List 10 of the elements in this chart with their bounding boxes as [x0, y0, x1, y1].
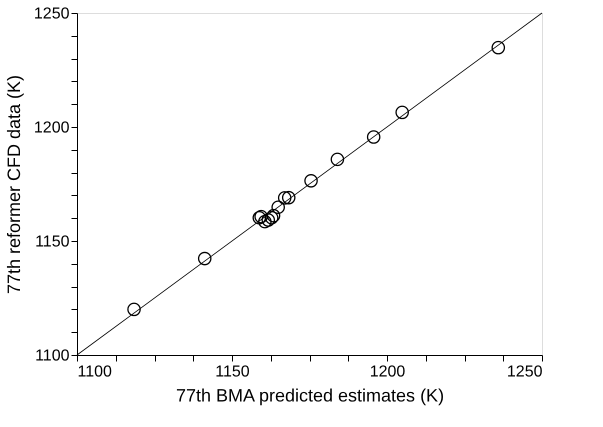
y-axis-title: 77th reformer CFD data (K) [4, 74, 24, 294]
y-tick-label: 1100 [35, 348, 70, 364]
y-tick-label: 1250 [34, 6, 70, 22]
x-tick-label: 1200 [370, 364, 406, 380]
x-tick-label: 1100 [78, 364, 112, 380]
x-tick-label: 1150 [215, 364, 250, 380]
y-tick-label: 1150 [35, 234, 70, 250]
x-axis-title: 77th BMA predicted estimates (K) [176, 386, 444, 406]
y-tick-label: 1200 [34, 120, 70, 136]
x-tick-label: 1250 [506, 364, 543, 380]
